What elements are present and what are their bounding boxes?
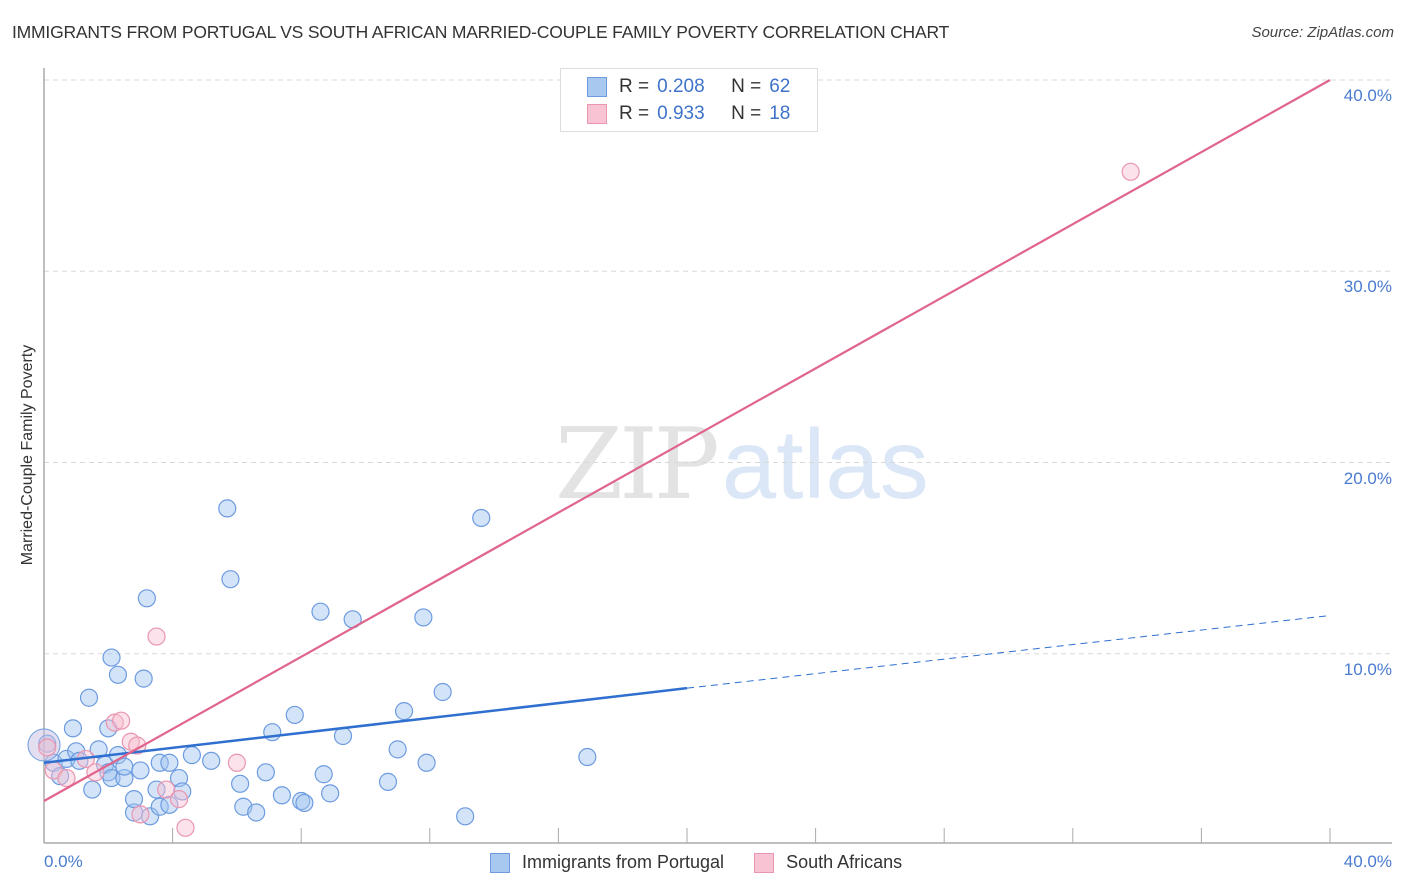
- south-africans-swatch-icon: [754, 852, 775, 873]
- y-axis-label: Married-Couple Family Poverty: [19, 344, 36, 566]
- n-value: 18: [769, 103, 791, 124]
- x-tick-40: 40.0%: [1343, 852, 1392, 871]
- y-tick-20: 20.0%: [1343, 469, 1392, 488]
- legend-item-portugal[interactable]: Immigrants from Portugal: [490, 852, 724, 873]
- portugal-swatch-icon: [587, 77, 607, 97]
- r-label: R =: [619, 103, 650, 124]
- x-tick-0: 0.0%: [44, 852, 83, 871]
- series-legend: Immigrants from Portugal South Africans: [490, 852, 932, 873]
- stats-legend: R = 0.208 N = 62 R = 0.933 N = 18: [560, 68, 818, 132]
- series-portugal-points: [27, 499, 597, 826]
- r-value: 0.933: [657, 103, 705, 124]
- source-label: Source: ZipAtlas.com: [1251, 24, 1394, 41]
- y-tick-30: 30.0%: [1343, 277, 1392, 296]
- chart-title: IMMIGRANTS FROM PORTUGAL VS SOUTH AFRICA…: [12, 22, 950, 42]
- stats-row-portugal: R = 0.208 N = 62: [587, 75, 790, 99]
- r-value: 0.208: [657, 76, 705, 97]
- south-africans-swatch-icon: [587, 104, 607, 124]
- legend-label: Immigrants from Portugal: [522, 852, 725, 872]
- n-label: N =: [731, 103, 762, 124]
- n-value: 62: [769, 76, 791, 97]
- n-label: N =: [731, 76, 762, 97]
- stats-row-south-africans: R = 0.933 N = 18: [587, 102, 790, 126]
- r-label: R =: [619, 76, 650, 97]
- legend-item-south-africans[interactable]: South Africans: [754, 852, 902, 873]
- series-south-africans-points: [38, 162, 1140, 837]
- y-tick-10: 10.0%: [1343, 660, 1392, 679]
- trend-lines: [43, 79, 1331, 802]
- portugal-swatch-icon: [490, 852, 510, 873]
- axes: [43, 68, 1392, 844]
- legend-label: South Africans: [786, 852, 903, 872]
- gridlines: [44, 79, 1392, 655]
- y-tick-40: 40.0%: [1343, 86, 1392, 105]
